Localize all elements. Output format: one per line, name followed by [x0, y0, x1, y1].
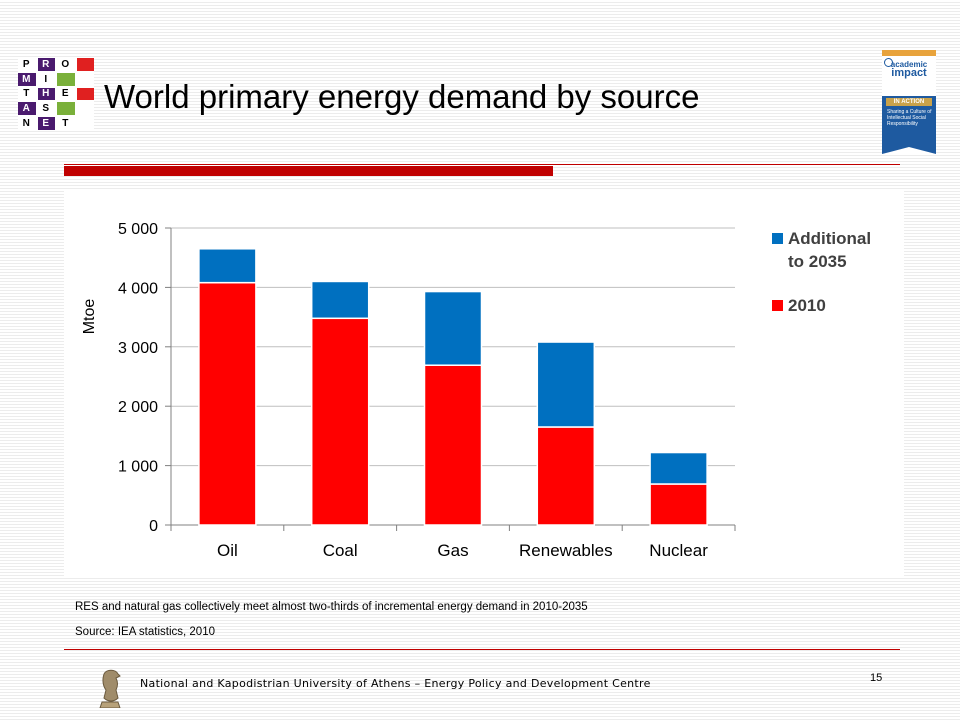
- logo-cell: M: [18, 72, 36, 86]
- logo-cell: E: [37, 117, 55, 130]
- bar-additional: [423, 290, 483, 366]
- y-tick-label: 2 000: [118, 399, 158, 416]
- slide-title: World primary energy demand by source: [104, 78, 700, 115]
- logo-cell: O: [57, 58, 75, 71]
- chart-note: RES and natural gas collectively meet al…: [75, 601, 588, 613]
- bar-additional: [198, 248, 257, 284]
- x-tick-label: Oil: [217, 541, 238, 560]
- badge-in-action: IN ACTION: [886, 98, 932, 106]
- bar-2010: [198, 281, 257, 526]
- logo-cell: A: [18, 102, 36, 116]
- academic-impact-badge: academic impact IN ACTION Sharing a Cult…: [882, 50, 936, 154]
- y-tick-label: 5 000: [118, 221, 158, 238]
- bar-2010: [649, 483, 708, 526]
- chart-source: Source: IEA statistics, 2010: [75, 626, 215, 638]
- athena-head-icon: [99, 669, 121, 708]
- logo-cell: [76, 58, 94, 71]
- logo-cell: R: [37, 58, 55, 71]
- logo-cell: H: [37, 87, 55, 101]
- badge-line-1: academic: [890, 60, 928, 69]
- logo-cell: S: [37, 102, 55, 116]
- y-axis-label: Mtoe: [81, 299, 98, 335]
- logo-cell: [76, 117, 94, 130]
- y-tick-label: 1 000: [118, 459, 158, 476]
- bar-additional: [536, 341, 596, 428]
- logo-cell: I: [37, 72, 55, 86]
- badge-line-2: impact: [891, 67, 927, 79]
- energy-demand-chart: 0 1 000 2 000 3 000 4 000 5 000 Mtoe Oil Coal Gas…: [81, 221, 871, 560]
- logo-cell: [57, 72, 75, 86]
- title-rule-thick: [64, 166, 553, 176]
- legend-label: 2010: [788, 296, 826, 315]
- legend-label: to 2035: [788, 252, 847, 271]
- legend-swatch: [772, 300, 783, 311]
- footer-institution: National and Kapodistrian University of …: [140, 677, 651, 690]
- badge-top-bar: [882, 50, 936, 56]
- x-tick-label: Renewables: [519, 541, 613, 560]
- logo-cell: E: [57, 87, 75, 101]
- chart-panel: 0 1 000 2 000 3 000 4 000 5 000 Mtoe Oil Coal Gas…: [64, 190, 904, 578]
- legend-swatch: [772, 233, 783, 244]
- logo-cell: [57, 102, 75, 116]
- un-emblem-icon: [884, 58, 893, 67]
- page-number: 15: [870, 672, 883, 684]
- logo-cell: [76, 102, 94, 116]
- title-rule-thin: [64, 164, 900, 165]
- y-tick-label: 4 000: [118, 280, 158, 297]
- logo-cell: [76, 72, 94, 86]
- footer-rule: [64, 649, 900, 650]
- logo-cell: P: [18, 58, 36, 71]
- x-tick-label: Gas: [437, 541, 468, 560]
- logo-cell: T: [18, 87, 36, 101]
- bar-additional: [310, 280, 370, 320]
- badge-tagline: Sharing a Culture of Intellectual Social…: [887, 109, 932, 127]
- bar-2010: [423, 364, 483, 526]
- badge-ribbon: IN ACTION Sharing a Culture of Intellect…: [882, 96, 936, 154]
- x-tick-label: Nuclear: [649, 541, 708, 560]
- x-tick-label: Coal: [323, 541, 358, 560]
- bar-2010: [536, 426, 596, 526]
- bar-2010: [310, 317, 370, 526]
- y-tick-label: 3 000: [118, 340, 158, 357]
- legend-label: Additional: [788, 229, 871, 248]
- logo-cell: N: [18, 117, 36, 130]
- logo-cell: [76, 87, 94, 101]
- bar-additional: [649, 451, 708, 485]
- logo-cell: T: [57, 117, 75, 130]
- y-tick-label: 0: [149, 518, 158, 535]
